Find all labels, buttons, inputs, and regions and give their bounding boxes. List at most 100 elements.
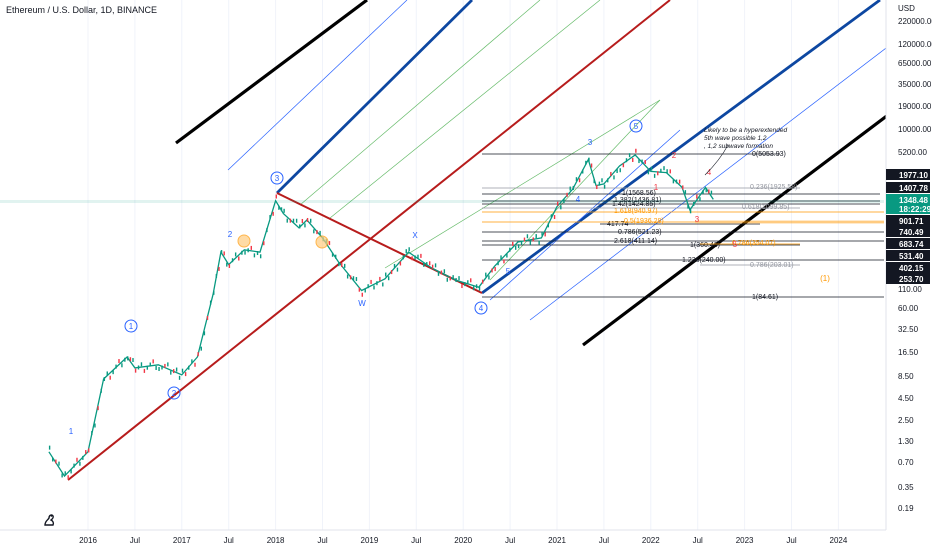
candle <box>478 286 481 291</box>
candle <box>689 209 692 214</box>
wave-label: 2 <box>672 151 677 160</box>
wave-circle <box>270 171 284 185</box>
candle <box>390 270 393 275</box>
candle <box>628 153 631 158</box>
candle <box>220 250 223 255</box>
candle <box>607 178 609 183</box>
candle <box>223 251 225 256</box>
time-axis-bg <box>0 530 932 550</box>
fork-thin-blue-mid <box>489 129 681 301</box>
time-tick-label: Jul <box>599 536 609 545</box>
candle <box>517 244 520 249</box>
candle <box>455 278 457 283</box>
price-badge-label: 18:22:29 <box>899 205 932 214</box>
price-axis: USD 220000.00 120000.00 65000.00 35000.00 190… <box>885 0 932 550</box>
price-tick-label: 2.50 <box>898 416 914 425</box>
candle <box>48 445 51 450</box>
candle <box>379 276 381 281</box>
price-badge-label: 531.40 <box>899 252 924 261</box>
candle <box>563 199 565 204</box>
candle <box>58 461 60 466</box>
fork-green-c <box>384 99 661 269</box>
candle <box>164 363 166 368</box>
candle <box>292 218 295 223</box>
candle <box>266 228 268 233</box>
candle <box>349 275 352 280</box>
candle <box>393 263 396 268</box>
wave-labels: 1 2 3 4 5 1 2 3 4 5 W X 1 2 3 4 5 (1) <box>69 119 830 436</box>
candle <box>191 359 193 364</box>
price-badge-label: 253.70 <box>899 275 924 284</box>
candle <box>283 208 285 213</box>
orange-marker-circle <box>237 234 251 248</box>
wave-label: 2 <box>172 389 177 398</box>
candle <box>588 157 590 162</box>
price-tick-label: 120000.00 <box>898 40 932 49</box>
candle <box>699 197 701 202</box>
candle <box>306 217 309 222</box>
candle <box>129 357 132 362</box>
candle <box>467 280 469 285</box>
wave-circle <box>474 301 488 315</box>
wave-label: 5 <box>506 267 511 276</box>
price-badge <box>886 226 930 237</box>
fib-label: 0.5(1936.28) <box>624 218 664 225</box>
fib-label: 417.74 <box>607 221 629 228</box>
fork-red-median <box>67 0 671 481</box>
candle <box>491 268 493 273</box>
fib-label: 1.42(1424.85) <box>612 201 656 208</box>
candle <box>475 284 478 289</box>
wave-label: 3 <box>695 215 700 224</box>
fork-black-upper <box>175 0 368 145</box>
candle <box>461 284 463 289</box>
candle <box>532 237 534 242</box>
candle <box>446 277 448 282</box>
tradingview-logo-icon <box>42 512 58 533</box>
price-tick-label: 16.50 <box>898 348 919 357</box>
time-tick-label: 2020 <box>454 536 472 545</box>
candle <box>426 262 428 267</box>
candle <box>647 170 650 175</box>
price-badge-label: 402.15 <box>899 264 924 273</box>
candle <box>197 352 199 357</box>
candle <box>610 171 612 176</box>
candle <box>64 471 66 476</box>
candle <box>121 363 123 368</box>
candle <box>112 370 114 375</box>
fib-label: 1.236(240.00) <box>682 257 726 264</box>
candle <box>678 179 681 184</box>
time-tick-label: Jul <box>786 536 796 545</box>
candle <box>472 286 475 291</box>
candle <box>52 457 54 462</box>
candle <box>364 288 366 293</box>
candle <box>431 264 434 269</box>
candle <box>304 223 306 228</box>
candle <box>250 245 252 250</box>
candle <box>259 254 262 259</box>
candle <box>560 205 562 210</box>
candle <box>672 179 675 184</box>
price-tick-label: 0.19 <box>898 504 914 513</box>
wave-circle <box>629 119 643 133</box>
fib-label: 2.618(411.14) <box>614 238 657 245</box>
candle <box>338 262 340 267</box>
wave-label: 3 <box>588 138 593 147</box>
price-badge-label: 740.49 <box>899 228 924 237</box>
candle <box>523 237 526 242</box>
candle <box>590 163 593 168</box>
candle <box>184 372 187 377</box>
candle <box>414 255 416 260</box>
candle <box>601 178 603 183</box>
candle <box>440 270 443 275</box>
candle <box>437 271 440 276</box>
candle <box>443 269 446 274</box>
candle <box>170 370 172 375</box>
price-badge-label: 901.71 <box>899 217 924 226</box>
candle <box>578 178 581 183</box>
candle <box>215 273 218 278</box>
candle <box>61 473 63 478</box>
candle <box>582 169 584 174</box>
candle <box>82 455 84 460</box>
